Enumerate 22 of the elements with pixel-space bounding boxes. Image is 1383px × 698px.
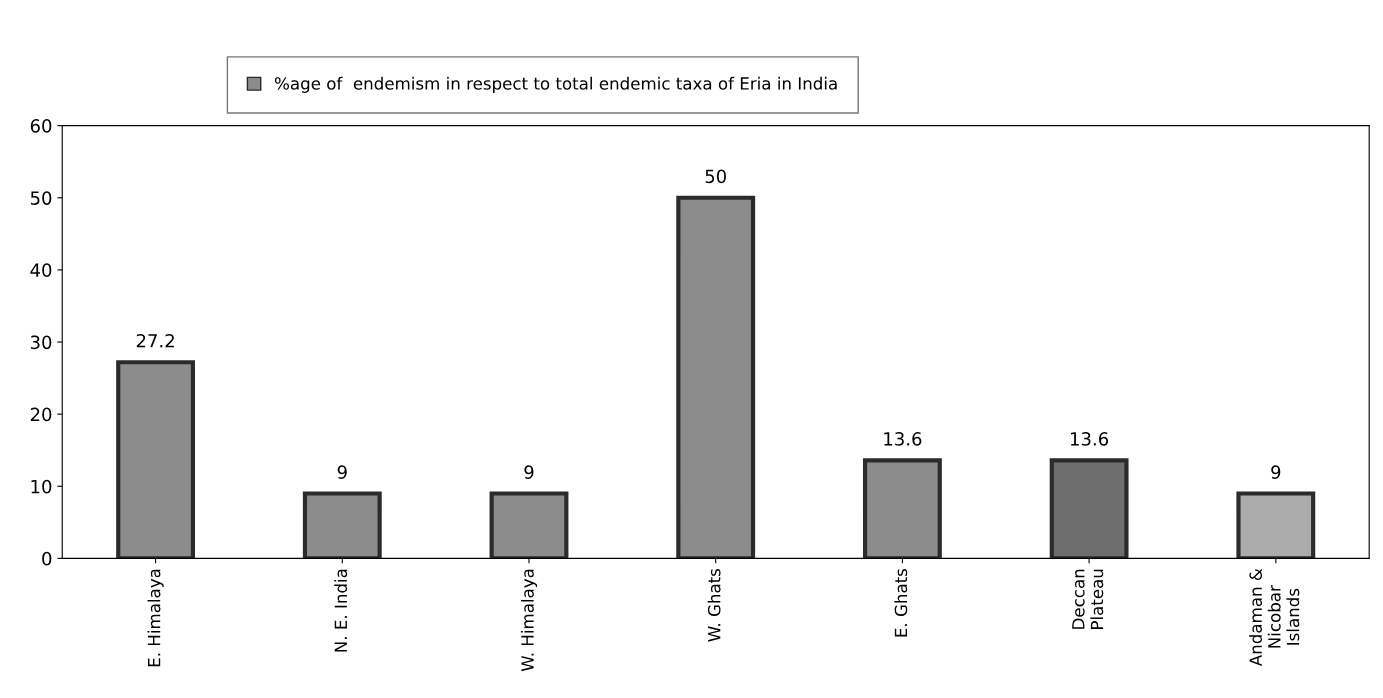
data-label: 9 [337,465,347,479]
data-label: 27.2 [136,333,174,348]
x-tick-label: Andaman & Nicobar Islands [1249,568,1300,667]
legend-label: %age of endemism in respect to total endemic taxa of Eria in India [274,76,837,93]
y-tick-label: 40 [30,263,52,278]
x-tick-label: W. Himalaya [520,569,538,672]
data-label: 9 [524,465,534,479]
x-tick-label: E. Ghats [894,568,908,637]
y-tick-label: 50 [30,191,52,205]
data-label: 50 [705,169,726,184]
y-tick-label: 10 [31,479,52,494]
data-label: 13.6 [1070,432,1109,446]
x-tick-label: W. Ghats [707,568,721,642]
y-tick-label: 0 [42,551,52,566]
x-tick-label: E. Himalaya [147,569,164,667]
x-tick-label: N. E. India [334,569,348,652]
y-tick-label: 60 [30,119,52,133]
data-label: 9 [1271,465,1281,479]
y-tick-label: 20 [30,407,52,422]
x-tick-label: Deccan Plateau [1072,569,1104,629]
data-label: 13.6 [884,432,922,446]
y-tick-label: 30 [30,335,52,350]
